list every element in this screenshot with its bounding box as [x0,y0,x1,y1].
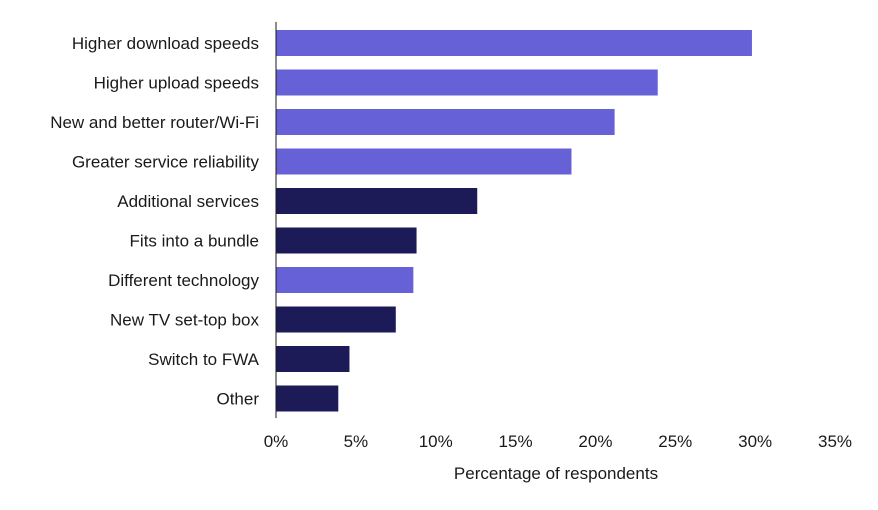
category-label-1: Higher upload speeds [94,74,259,93]
category-label-2: New and better router/Wi-Fi [50,113,259,132]
bar-9 [276,385,339,412]
x-tick-label-7: 35% [818,432,852,451]
bars-group [276,30,752,412]
x-tick-label-4: 20% [578,432,612,451]
bar-4 [276,188,478,214]
x-tick-label-2: 10% [419,432,453,451]
bar-0 [276,30,752,56]
category-label-8: Switch to FWA [148,350,259,369]
category-label-5: Fits into a bundle [130,232,259,251]
bar-5 [276,227,417,254]
bar-3 [276,148,572,175]
x-tick-label-0: 0% [264,432,289,451]
category-label-9: Other [216,390,259,409]
x-axis-title: Percentage of respondents [454,464,658,483]
x-tick-label-6: 30% [738,432,772,451]
category-label-0: Higher download speeds [72,34,259,53]
category-label-3: Greater service reliability [72,153,260,172]
bar-6 [276,267,414,293]
bar-1 [276,69,658,96]
x-tick-label-3: 15% [499,432,533,451]
bar-8 [276,346,350,372]
category-label-6: Different technology [108,271,259,290]
x-tick-label-1: 5% [344,432,369,451]
bar-7 [276,306,396,333]
category-label-4: Additional services [117,192,259,211]
category-label-7: New TV set-top box [110,311,259,330]
bar-2 [276,109,615,135]
category-labels: Higher download speeds Higher upload spee… [50,34,259,409]
x-tick-label-5: 25% [658,432,692,451]
x-tick-labels: 0% 5% 10% 15% 20% 25% 30% 35% [264,432,852,451]
